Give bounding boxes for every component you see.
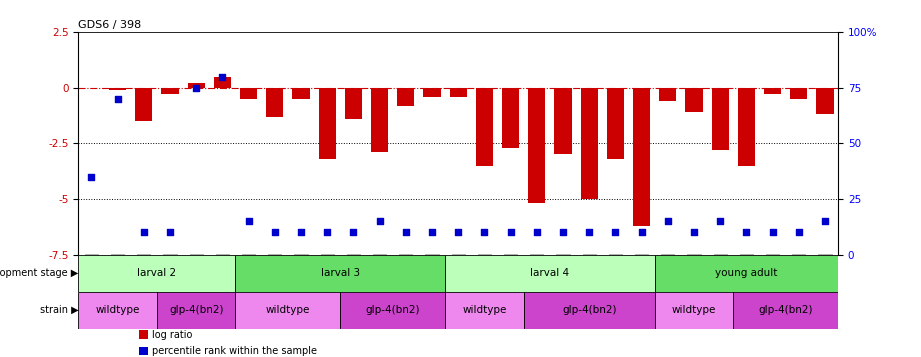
Point <box>163 230 178 235</box>
Point <box>687 230 702 235</box>
Bar <box>529 88 545 203</box>
Bar <box>344 88 362 119</box>
Bar <box>476 88 493 166</box>
Point <box>136 230 151 235</box>
Point <box>503 230 518 235</box>
Bar <box>607 88 624 159</box>
Bar <box>817 88 834 115</box>
Bar <box>236 292 340 329</box>
Text: GDS6 / 398: GDS6 / 398 <box>78 20 142 30</box>
Point <box>294 230 309 235</box>
Text: glp-4(bn2): glp-4(bn2) <box>759 305 813 315</box>
Point <box>739 230 753 235</box>
Point <box>713 218 728 224</box>
Point <box>320 230 334 235</box>
Point <box>791 230 806 235</box>
Bar <box>319 88 336 159</box>
Bar <box>764 88 781 94</box>
Bar <box>397 88 414 106</box>
Bar <box>135 88 152 121</box>
Point <box>818 218 833 224</box>
Point <box>84 174 99 180</box>
Bar <box>554 88 572 155</box>
Point <box>765 230 780 235</box>
Point <box>372 218 387 224</box>
Point <box>111 96 125 102</box>
Bar <box>78 292 157 329</box>
Point <box>608 230 623 235</box>
Point <box>346 230 361 235</box>
Bar <box>293 88 309 99</box>
Point <box>555 230 570 235</box>
Text: glp-4(bn2): glp-4(bn2) <box>366 305 420 315</box>
Bar <box>445 255 655 292</box>
Text: glp-4(bn2): glp-4(bn2) <box>562 305 616 315</box>
Bar <box>266 88 284 117</box>
Point <box>477 230 492 235</box>
Bar <box>524 292 655 329</box>
Text: wildtype: wildtype <box>96 305 140 315</box>
Text: wildtype: wildtype <box>671 305 717 315</box>
Bar <box>445 292 524 329</box>
Text: larval 2: larval 2 <box>137 268 177 278</box>
Bar <box>161 88 179 94</box>
Point <box>582 230 597 235</box>
Bar <box>502 88 519 148</box>
Point <box>241 218 256 224</box>
Bar <box>371 88 388 152</box>
Bar <box>685 88 703 112</box>
Point <box>635 230 649 235</box>
Bar <box>157 292 236 329</box>
Point <box>425 230 439 235</box>
Bar <box>424 88 440 97</box>
Bar <box>790 88 808 99</box>
Text: percentile rank within the sample: percentile rank within the sample <box>152 346 317 356</box>
Bar <box>109 88 126 90</box>
Bar <box>139 331 148 340</box>
Bar <box>655 255 838 292</box>
Text: larval 3: larval 3 <box>321 268 360 278</box>
Bar <box>738 88 755 166</box>
Bar <box>214 77 231 88</box>
Text: strain ▶: strain ▶ <box>40 305 78 315</box>
Text: larval 4: larval 4 <box>530 268 569 278</box>
Bar <box>188 83 204 88</box>
Bar <box>733 292 838 329</box>
Bar <box>659 88 676 101</box>
Point <box>215 74 229 80</box>
Point <box>189 85 204 91</box>
Point <box>399 230 414 235</box>
Bar <box>240 88 257 99</box>
Text: glp-4(bn2): glp-4(bn2) <box>169 305 224 315</box>
Bar <box>712 88 729 150</box>
Bar <box>78 255 236 292</box>
Bar <box>236 255 445 292</box>
Point <box>660 218 675 224</box>
Point <box>267 230 282 235</box>
Text: wildtype: wildtype <box>462 305 507 315</box>
Text: development stage ▶: development stage ▶ <box>0 268 78 278</box>
Bar <box>340 292 445 329</box>
Bar <box>449 88 467 97</box>
Text: log ratio: log ratio <box>152 330 192 340</box>
Bar <box>139 347 148 356</box>
Point <box>530 230 544 235</box>
Bar <box>633 88 650 226</box>
Point <box>451 230 466 235</box>
Bar <box>580 88 598 199</box>
Text: wildtype: wildtype <box>265 305 310 315</box>
Text: young adult: young adult <box>716 268 777 278</box>
Bar <box>655 292 733 329</box>
